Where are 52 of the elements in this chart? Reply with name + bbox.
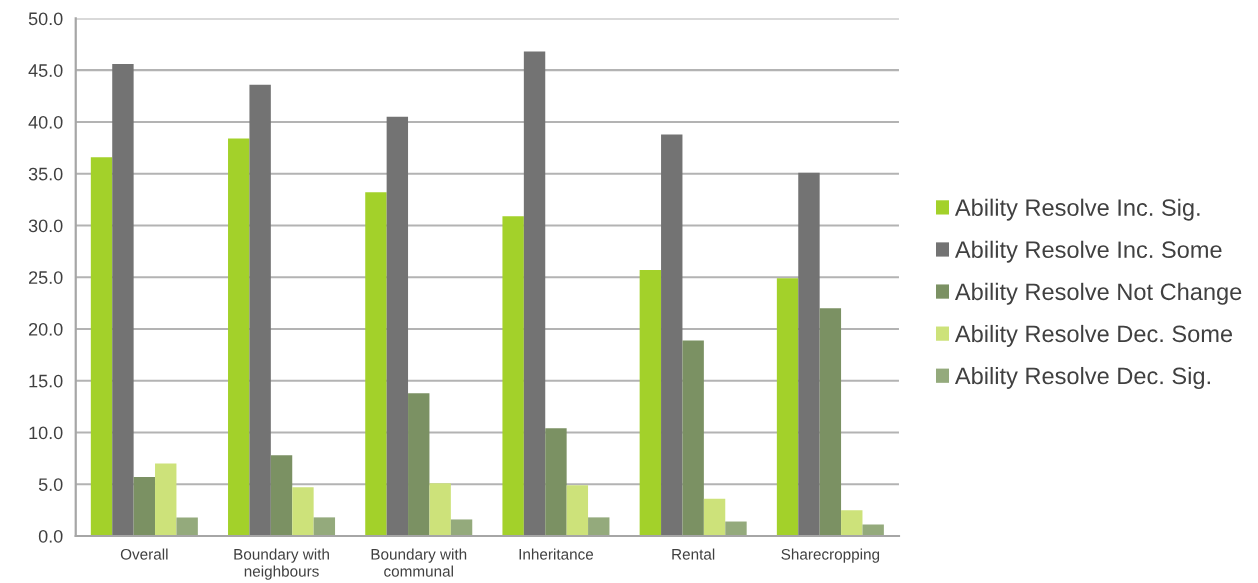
y-tick-label: 45.0	[28, 64, 63, 77]
x-tick-label: Inheritance	[519, 548, 594, 560]
bar	[841, 510, 863, 537]
x-tick-label: Sharecropping	[781, 548, 880, 563]
legend-label: Ability Resolve Dec. Some	[954, 324, 1233, 347]
y-tick-label: 0.0	[38, 529, 63, 543]
bar	[661, 134, 683, 537]
bar	[725, 521, 747, 537]
bar	[228, 138, 250, 537]
bar	[819, 308, 842, 537]
bar	[566, 485, 589, 537]
bar	[90, 157, 113, 537]
bar	[365, 192, 387, 537]
y-tick-label: 25.0	[29, 271, 63, 284]
legend-label: Ability Resolve Inc. Sig.	[954, 198, 1200, 221]
bar	[112, 64, 134, 537]
bar	[798, 172, 820, 537]
bar	[682, 340, 704, 537]
y-tick-label: 10.0	[29, 426, 63, 440]
x-tick-label: Boundary with communal	[371, 548, 467, 577]
bar	[776, 278, 799, 537]
y-tick-label: 15.0	[29, 374, 63, 388]
y-tick-label: 30.0	[28, 219, 63, 233]
bar	[313, 517, 336, 537]
bar	[408, 393, 430, 537]
bar	[523, 51, 546, 537]
legend-label: Ability Resolve Dec. Sig.	[954, 366, 1210, 389]
bar	[639, 270, 662, 537]
y-tick-label: 5.0	[38, 478, 63, 491]
bar	[270, 455, 293, 537]
bar	[450, 519, 473, 537]
bar	[133, 477, 156, 537]
legend-label: Ability Resolve Not Change	[954, 282, 1242, 305]
bar	[862, 524, 884, 537]
x-tick-label: Overall	[120, 548, 168, 560]
bar	[502, 216, 524, 537]
y-tick-label: 35.0	[28, 167, 63, 181]
bar	[545, 428, 567, 537]
y-tick-label: 50.0	[28, 12, 63, 26]
x-tick-label: Boundary with neighbours	[234, 548, 329, 580]
x-tick-label: Rental	[672, 548, 715, 560]
bar	[155, 463, 177, 537]
bar	[588, 517, 610, 537]
bar	[386, 116, 409, 537]
bar	[429, 483, 451, 537]
bar	[703, 498, 726, 537]
y-tick-label: 20.0	[29, 322, 63, 336]
legend-label: Ability Resolve Inc. Some	[954, 240, 1222, 263]
y-tick-label: 40.0	[28, 115, 63, 129]
bar	[249, 84, 271, 537]
bar	[292, 487, 314, 537]
bar	[176, 517, 198, 537]
